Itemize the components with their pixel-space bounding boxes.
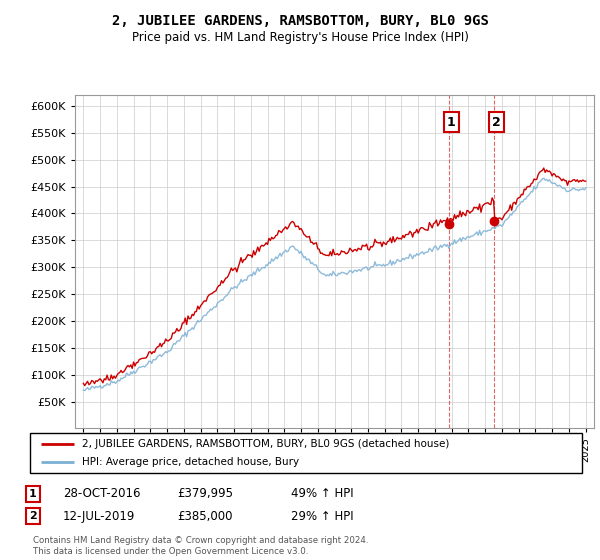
Text: HPI: Average price, detached house, Bury: HPI: Average price, detached house, Bury bbox=[82, 458, 299, 467]
Text: 2: 2 bbox=[493, 115, 501, 129]
Text: Contains HM Land Registry data © Crown copyright and database right 2024.
This d: Contains HM Land Registry data © Crown c… bbox=[33, 536, 368, 556]
Text: 2: 2 bbox=[29, 511, 37, 521]
Text: 2, JUBILEE GARDENS, RAMSBOTTOM, BURY, BL0 9GS (detached house): 2, JUBILEE GARDENS, RAMSBOTTOM, BURY, BL… bbox=[82, 439, 450, 449]
Text: 29% ↑ HPI: 29% ↑ HPI bbox=[291, 510, 353, 523]
Text: 12-JUL-2019: 12-JUL-2019 bbox=[63, 510, 136, 523]
Text: 49% ↑ HPI: 49% ↑ HPI bbox=[291, 487, 353, 501]
FancyBboxPatch shape bbox=[30, 433, 582, 473]
Text: 2, JUBILEE GARDENS, RAMSBOTTOM, BURY, BL0 9GS: 2, JUBILEE GARDENS, RAMSBOTTOM, BURY, BL… bbox=[112, 14, 488, 28]
Text: £385,000: £385,000 bbox=[177, 510, 233, 523]
Text: 1: 1 bbox=[29, 489, 37, 499]
Text: £379,995: £379,995 bbox=[177, 487, 233, 501]
Text: 1: 1 bbox=[447, 115, 456, 129]
Text: 28-OCT-2016: 28-OCT-2016 bbox=[63, 487, 140, 501]
Text: Price paid vs. HM Land Registry's House Price Index (HPI): Price paid vs. HM Land Registry's House … bbox=[131, 31, 469, 44]
